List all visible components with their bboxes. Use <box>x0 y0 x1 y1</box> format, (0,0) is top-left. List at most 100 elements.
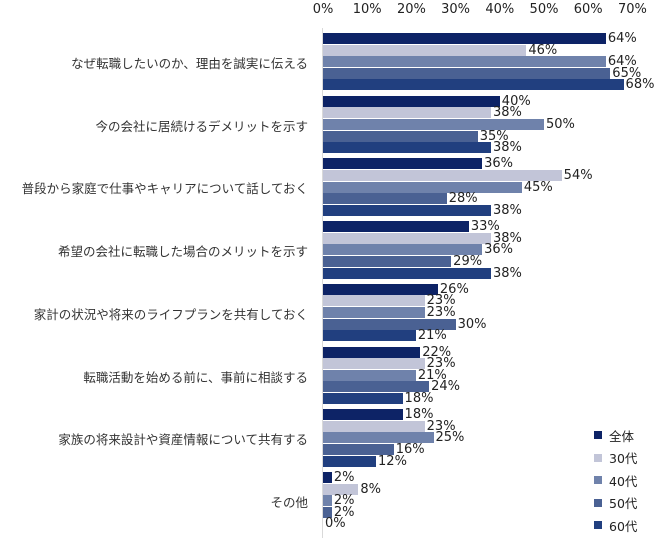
value-label: 38% <box>492 202 522 218</box>
value-label: 38% <box>492 105 522 121</box>
x-tick-label: 50% <box>529 2 559 17</box>
bar <box>323 232 491 244</box>
bar <box>323 255 452 267</box>
bar <box>323 381 430 393</box>
legend-label: 60代 <box>609 518 638 534</box>
value-label: 24% <box>431 379 460 395</box>
legend-item: 60代 <box>594 514 637 537</box>
bar <box>323 444 394 455</box>
bar <box>323 267 491 279</box>
value-label: 2% <box>333 493 355 509</box>
bar <box>323 158 483 170</box>
legend-label: 50代 <box>609 496 638 512</box>
category-label: 今の会社に居続けるデメリットを示す <box>95 118 308 134</box>
value-label: 64% <box>607 31 637 46</box>
legend-label: 40代 <box>609 473 638 489</box>
x-tick-label: 70% <box>617 2 647 17</box>
value-label: 28% <box>448 191 478 207</box>
bar <box>323 346 421 358</box>
bar <box>323 56 606 68</box>
bar <box>323 471 332 483</box>
bar <box>323 67 611 79</box>
value-label: 30% <box>457 316 487 332</box>
value-label: 16% <box>395 442 425 457</box>
x-tick-label: 20% <box>396 2 426 17</box>
category-label: なぜ転職したいのか、理由を誠実に伝える <box>71 56 308 71</box>
bar <box>323 295 425 307</box>
value-label: 23% <box>426 293 456 309</box>
legend-label: 全体 <box>609 428 635 444</box>
bar <box>323 193 447 205</box>
value-label: 38% <box>492 265 522 281</box>
bar <box>323 307 425 318</box>
bar <box>323 318 456 330</box>
value-label: 50% <box>546 116 575 132</box>
value-label: 2% <box>333 504 355 520</box>
value-label: 22% <box>422 344 452 360</box>
bar <box>323 506 332 518</box>
bar <box>323 79 624 91</box>
y-axis-line <box>322 28 323 538</box>
bar <box>323 369 416 381</box>
bar <box>323 95 500 107</box>
bar <box>323 495 332 507</box>
legend-swatch-icon <box>594 476 602 485</box>
legend-item: 50代 <box>594 492 637 515</box>
value-label: 2% <box>333 469 355 485</box>
legend-swatch-icon <box>594 521 602 530</box>
bar <box>323 107 491 119</box>
bar <box>323 358 425 370</box>
value-label: 21% <box>417 367 447 383</box>
x-tick-label: 0% <box>312 2 334 17</box>
value-label: 18% <box>404 407 434 423</box>
value-label: 23% <box>426 356 456 372</box>
bar <box>323 221 469 233</box>
bar <box>323 455 377 467</box>
category-label: 希望の会社に転職した場合のメリットを示す <box>57 244 308 260</box>
value-label: 40% <box>501 93 531 109</box>
value-label: 26% <box>439 281 469 297</box>
value-label: 36% <box>484 242 514 258</box>
legend-swatch-icon <box>594 498 602 507</box>
category-label: 転職活動を始める前に、事前に相談する <box>83 369 308 385</box>
category-label: 家計の状況や将来のライフプランを共有しておく <box>33 306 308 322</box>
bar <box>323 330 416 342</box>
category-label: その他 <box>270 494 308 510</box>
value-label: 46% <box>528 42 558 58</box>
bar <box>323 33 606 44</box>
bar <box>323 142 491 154</box>
value-label: 35% <box>479 128 509 144</box>
bar <box>323 204 491 216</box>
legend-label: 30代 <box>609 451 638 467</box>
value-label: 12% <box>378 453 407 469</box>
value-label: 0% <box>325 516 346 532</box>
bar <box>323 483 359 495</box>
bar <box>323 420 425 432</box>
value-label: 23% <box>426 418 456 434</box>
value-label: 23% <box>426 305 456 320</box>
bar <box>323 409 403 421</box>
bar <box>323 44 527 56</box>
value-label: 45% <box>523 179 553 195</box>
value-label: 64% <box>607 54 637 70</box>
value-label: 33% <box>470 219 500 235</box>
legend-item: 40代 <box>594 469 637 492</box>
category-label: 家族の将来設計や資産情報について共有する <box>58 432 308 448</box>
bar <box>323 392 403 404</box>
legend: 全体 30代 40代 50代 60代 <box>594 424 637 537</box>
value-label: 54% <box>563 168 593 183</box>
x-tick-label: 30% <box>441 2 471 17</box>
value-label: 65% <box>612 65 642 81</box>
legend-swatch-icon <box>594 453 602 462</box>
bar <box>323 170 562 181</box>
x-tick-label: 40% <box>485 2 515 17</box>
value-label: 21% <box>417 328 447 344</box>
bar <box>323 181 522 193</box>
x-tick-label: 10% <box>352 2 382 17</box>
category-label: 普段から家庭で仕事やキャリアについて話しておく <box>21 181 308 197</box>
legend-item: 全体 <box>594 424 637 447</box>
value-label: 29% <box>453 253 483 269</box>
bar <box>323 130 478 142</box>
value-label: 25% <box>435 430 465 446</box>
